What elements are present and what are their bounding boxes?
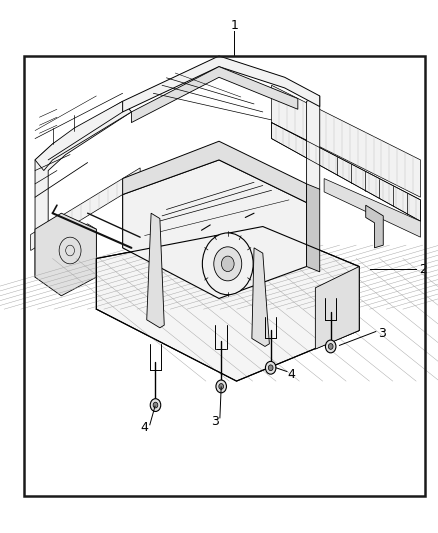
- Polygon shape: [35, 224, 96, 282]
- Polygon shape: [35, 213, 96, 296]
- Circle shape: [328, 344, 333, 349]
- Polygon shape: [324, 179, 420, 237]
- Polygon shape: [307, 184, 320, 272]
- Polygon shape: [96, 227, 359, 381]
- Polygon shape: [123, 56, 320, 112]
- Circle shape: [202, 233, 253, 295]
- Polygon shape: [252, 248, 269, 346]
- Circle shape: [153, 402, 158, 408]
- Text: 3: 3: [378, 327, 386, 340]
- Polygon shape: [123, 160, 307, 298]
- Circle shape: [216, 380, 226, 393]
- Polygon shape: [315, 266, 359, 349]
- Polygon shape: [307, 96, 320, 203]
- Polygon shape: [147, 213, 164, 328]
- Text: 4: 4: [141, 422, 148, 434]
- Circle shape: [219, 384, 223, 389]
- Polygon shape: [35, 101, 131, 171]
- Circle shape: [214, 247, 242, 281]
- Circle shape: [265, 361, 276, 374]
- Polygon shape: [31, 168, 140, 251]
- Circle shape: [325, 340, 336, 353]
- Polygon shape: [272, 85, 420, 197]
- Polygon shape: [123, 141, 307, 203]
- Text: 1: 1: [230, 19, 238, 32]
- Circle shape: [268, 365, 273, 370]
- Text: 2: 2: [419, 263, 427, 276]
- Bar: [24, 56, 425, 496]
- Polygon shape: [366, 205, 383, 248]
- Polygon shape: [272, 123, 420, 221]
- Text: 3: 3: [212, 415, 219, 427]
- Circle shape: [221, 256, 234, 271]
- Polygon shape: [35, 101, 131, 277]
- Text: 4: 4: [287, 368, 295, 381]
- Polygon shape: [131, 67, 298, 123]
- Circle shape: [150, 399, 161, 411]
